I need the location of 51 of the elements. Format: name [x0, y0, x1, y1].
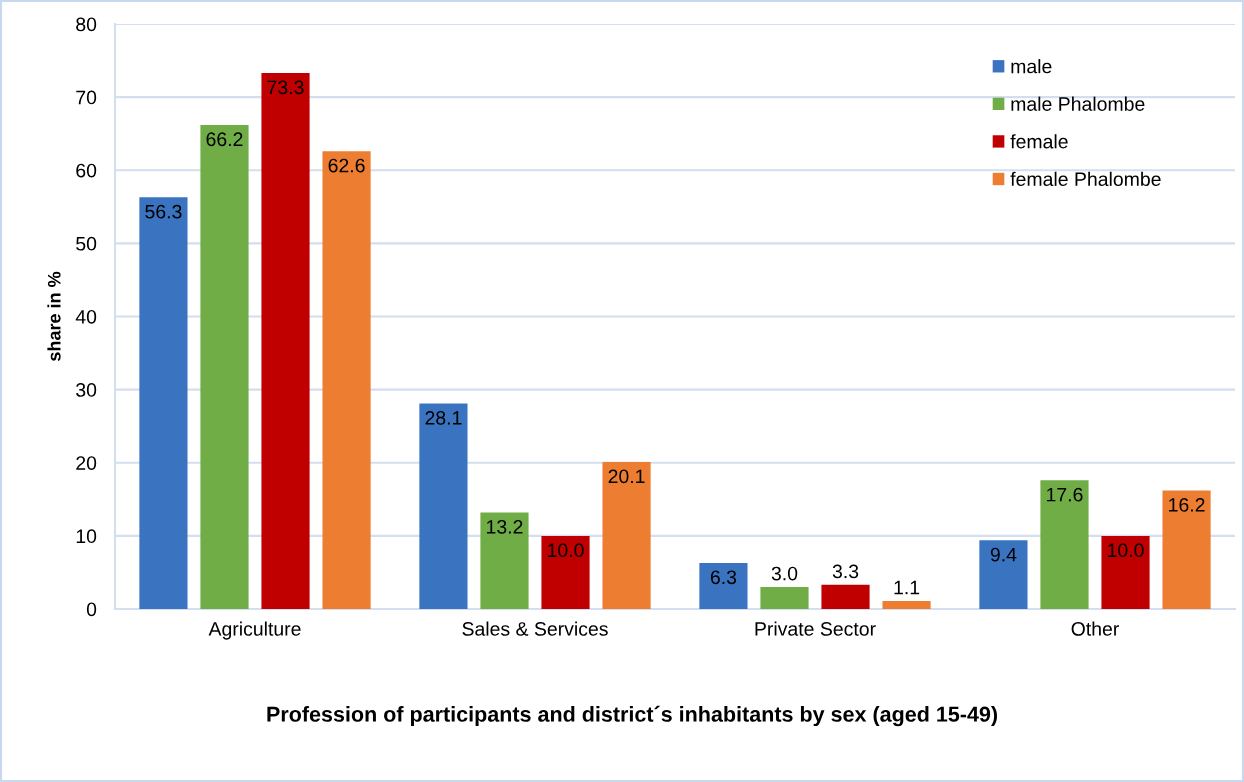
data-label: 17.6: [1047, 487, 1083, 502]
y-tick-label: 70: [76, 90, 97, 105]
bar: [821, 584, 870, 609]
bar: [979, 540, 1028, 609]
y-tick-label: 50: [76, 236, 97, 251]
data-label: 9.4: [990, 547, 1017, 562]
data-label: 10.0: [1108, 543, 1144, 558]
legend-label: female Phalombe: [1010, 171, 1161, 187]
bar: [760, 587, 809, 609]
bar: [1162, 490, 1211, 609]
data-label: 73.3: [267, 80, 304, 95]
data-label: 28.1: [425, 410, 462, 425]
x-tick-label: Sales & Services: [462, 621, 608, 636]
x-tick-label: Agriculture: [208, 621, 301, 640]
bar: [261, 72, 310, 609]
x-tick-label: Private Sector: [755, 621, 876, 636]
bar: [541, 535, 590, 609]
data-label: 3.3: [832, 564, 859, 579]
text: Profession of participants and district´s inhabitants by sex (aged 15-49): [267, 705, 998, 727]
bar: [480, 512, 529, 609]
legend-label: male: [1011, 59, 1052, 74]
legend-label: male Phalombe: [1011, 96, 1145, 111]
y-tick-label: 60: [76, 163, 97, 178]
y-axis-title: share in %: [47, 271, 61, 362]
bar: [200, 124, 249, 609]
bar: [602, 462, 651, 609]
y-tick-label: 40: [75, 309, 97, 324]
y-tick-label: 10: [76, 529, 97, 544]
bar: [699, 562, 748, 609]
bar: [1101, 535, 1150, 609]
bar: [139, 197, 188, 609]
data-label: 66.2: [206, 132, 243, 147]
data-label: 10.0: [548, 543, 584, 558]
data-label: 1.1: [894, 580, 920, 595]
bar: [1040, 480, 1089, 609]
y-tick-label: 0: [86, 602, 97, 617]
data-label: 20.1: [608, 469, 645, 484]
data-label: 3.0: [771, 566, 798, 581]
x-tick-label: Other: [1071, 621, 1119, 636]
data-label: 6.3: [710, 570, 737, 585]
y-tick-label: 30: [76, 383, 97, 397]
bar: [882, 600, 931, 609]
data-label: 16.2: [1169, 498, 1205, 512]
data-label: 62.6: [328, 158, 365, 173]
bar: [322, 151, 371, 609]
y-tick-label: 80: [76, 17, 97, 32]
data-label: 56.3: [145, 204, 182, 219]
data-label: 13.2: [487, 519, 523, 534]
y-tick-label: 20: [76, 456, 97, 470]
bar: [419, 403, 468, 609]
legend-label: female: [1010, 134, 1068, 149]
